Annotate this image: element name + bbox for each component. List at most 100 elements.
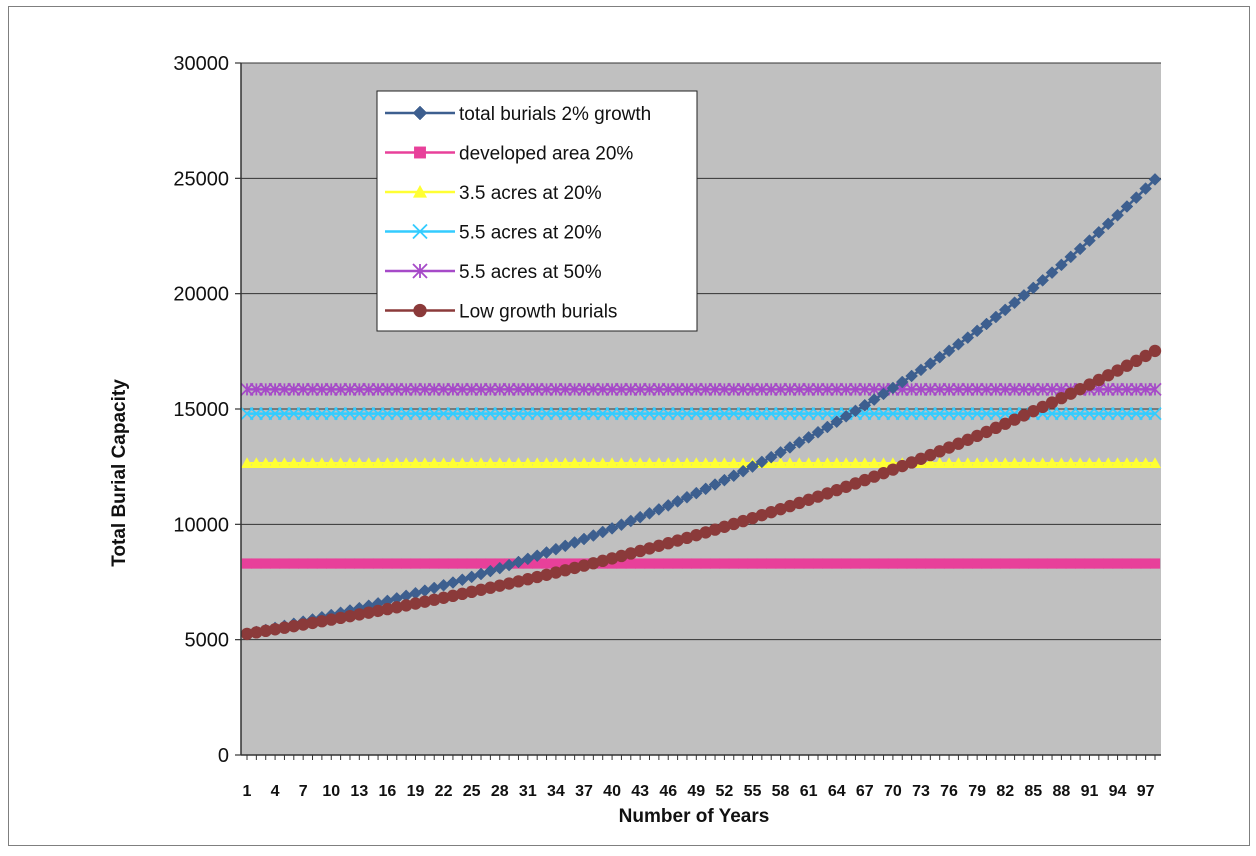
data-point: [1139, 382, 1153, 397]
data-point: [334, 611, 347, 625]
data-point: [961, 433, 974, 446]
legend-label: developed area 20%: [459, 144, 633, 165]
x-tick-label: 73: [912, 783, 930, 800]
data-point: [923, 382, 937, 397]
data-point: [615, 518, 628, 532]
legend-label: total burials 2% growth: [459, 104, 651, 125]
data-point: [971, 457, 984, 469]
data-point: [821, 420, 834, 434]
data-point: [325, 457, 338, 469]
x-tick-label: 13: [350, 783, 368, 800]
data-point: [1149, 558, 1161, 569]
data-point: [727, 469, 741, 483]
data-point: [896, 459, 909, 473]
data-point: [277, 382, 292, 397]
data-point: [540, 568, 553, 581]
legend-entry: total burials 2% growth: [385, 104, 651, 125]
data-point: [259, 624, 272, 638]
data-point: [414, 146, 426, 159]
data-point: [241, 457, 253, 469]
data-point: [586, 406, 600, 421]
data-point: [858, 457, 871, 469]
data-point: [691, 558, 702, 569]
data-point: [1045, 382, 1059, 397]
data-point: [577, 382, 591, 397]
data-point: [925, 558, 936, 569]
data-point: [297, 457, 310, 469]
data-point: [1101, 217, 1115, 231]
data-point: [539, 406, 554, 421]
data-point: [980, 457, 993, 469]
data-point: [362, 382, 376, 397]
data-point: [747, 558, 758, 569]
data-point: [429, 558, 440, 569]
x-axis-label: Number of Years: [619, 806, 770, 827]
data-point: [858, 382, 872, 397]
data-point: [390, 601, 403, 614]
data-point: [409, 457, 422, 469]
data-point: [989, 406, 1003, 421]
data-point: [605, 552, 619, 565]
data-point: [989, 457, 1002, 469]
data-point: [802, 457, 815, 469]
data-point: [1045, 266, 1059, 280]
data-point: [1036, 382, 1050, 397]
data-point: [764, 382, 778, 397]
data-point: [354, 558, 365, 569]
data-point: [999, 457, 1012, 469]
data-point: [1092, 373, 1106, 387]
data-point: [1092, 406, 1106, 421]
x-tick-label: 61: [800, 783, 818, 800]
data-point: [840, 457, 853, 469]
data-point: [530, 406, 544, 421]
data-point: [895, 375, 909, 389]
data-point: [812, 558, 824, 569]
data-point: [412, 263, 428, 279]
data-point: [738, 558, 749, 569]
data-point: [689, 406, 703, 421]
data-point: [839, 409, 853, 423]
y-tick-labels: 0 5000 10000 15000 20000 25000 30000: [173, 53, 241, 767]
data-point: [268, 382, 282, 397]
data-point: [661, 382, 675, 397]
data-point: [550, 558, 562, 569]
data-point: [811, 382, 825, 397]
data-point: [1110, 406, 1125, 421]
data-point: [493, 382, 507, 397]
x-tick-label: 82: [996, 783, 1014, 800]
data-point: [465, 382, 479, 397]
data-point: [952, 457, 965, 469]
data-point: [671, 495, 684, 508]
data-point: [577, 532, 591, 546]
data-point: [455, 382, 469, 397]
data-point: [970, 406, 984, 421]
data-point: [568, 457, 581, 469]
data-point: [727, 517, 740, 531]
x-tick-label: 49: [687, 783, 705, 800]
data-point: [1140, 558, 1151, 569]
data-point: [333, 382, 348, 397]
data-point: [521, 406, 535, 421]
data-point: [324, 406, 338, 421]
data-point: [802, 431, 816, 444]
data-point: [1056, 558, 1067, 569]
data-point: [352, 382, 366, 397]
data-point: [418, 457, 431, 469]
data-point: [484, 457, 497, 469]
data-point: [1148, 382, 1162, 397]
data-point: [372, 457, 385, 469]
data-point: [408, 406, 423, 421]
data-point: [412, 223, 428, 240]
data-point: [249, 382, 263, 397]
series-2: [241, 457, 1161, 469]
x-tick-label: 4: [271, 783, 280, 800]
data-point: [427, 406, 441, 421]
data-point: [652, 539, 666, 552]
data-point: [718, 520, 731, 533]
data-point: [708, 478, 722, 491]
data-point: [933, 382, 947, 397]
x-tick-labels: 1 4 7 10 13 16 19 22 25 28 31 34 37 40 43 46 49 52 55 58 61 6…: [243, 755, 1156, 800]
data-point: [774, 502, 787, 516]
data-point: [549, 542, 563, 556]
data-point: [624, 406, 638, 421]
